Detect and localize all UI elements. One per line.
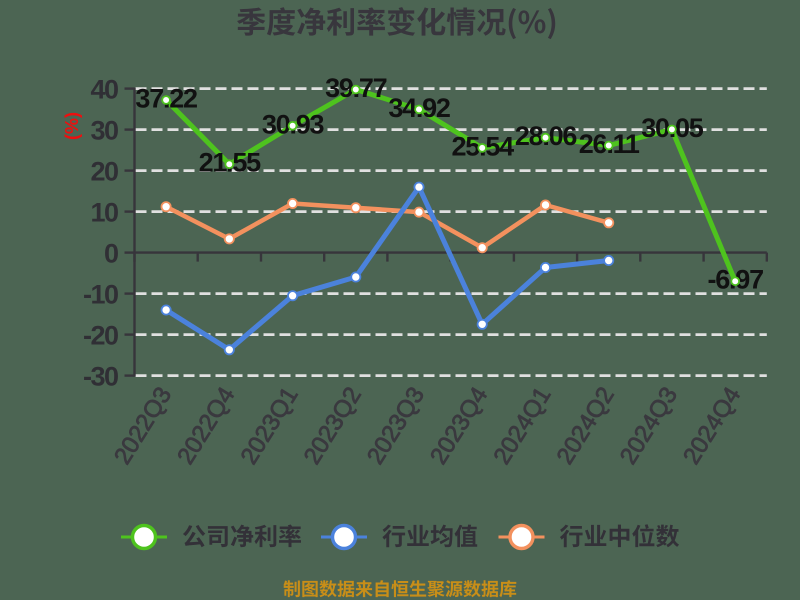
svg-text:(%): (%) (62, 112, 82, 140)
svg-text:2023Q4: 2023Q4 (425, 382, 493, 469)
svg-text:2023Q2: 2023Q2 (299, 382, 367, 469)
svg-text:2024Q3: 2024Q3 (615, 382, 683, 469)
svg-text:2024Q2: 2024Q2 (552, 382, 620, 469)
svg-text:2022Q3: 2022Q3 (109, 382, 177, 469)
svg-text:2023Q1: 2023Q1 (236, 382, 304, 469)
svg-text:2023Q3: 2023Q3 (362, 382, 430, 469)
svg-text:2024Q4: 2024Q4 (678, 382, 746, 469)
svg-text:-20: -20 (83, 321, 118, 351)
svg-text:40: 40 (90, 75, 118, 105)
svg-text:30: 30 (90, 116, 118, 146)
svg-text:20: 20 (90, 157, 118, 187)
svg-text:2022Q4: 2022Q4 (172, 382, 240, 469)
svg-text:-30: -30 (83, 362, 118, 392)
svg-text:-10: -10 (83, 280, 118, 310)
svg-text:2024Q1: 2024Q1 (488, 382, 556, 469)
svg-text:0: 0 (104, 239, 118, 269)
svg-text:10: 10 (90, 198, 118, 228)
